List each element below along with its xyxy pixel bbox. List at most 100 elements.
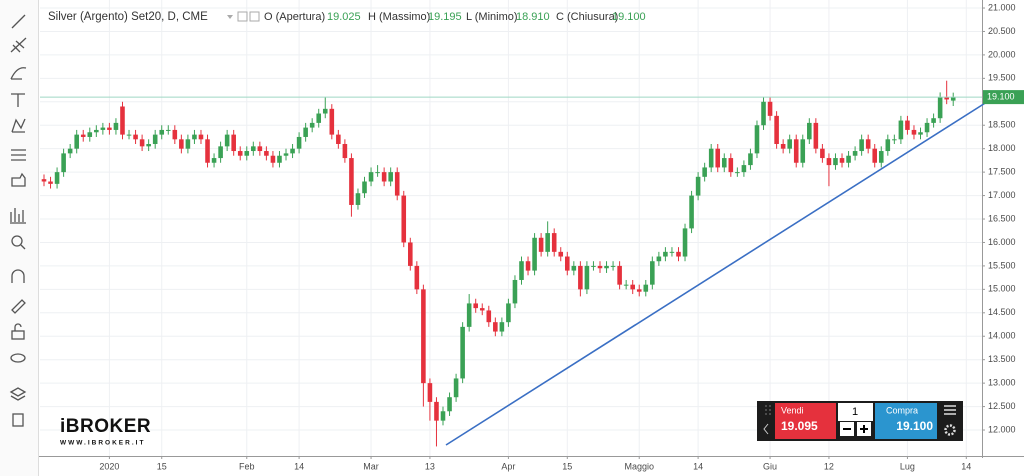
tool-lock-arc[interactable] [14, 323, 22, 331]
grid [40, 0, 982, 456]
legend-btn[interactable] [237, 11, 248, 22]
y-tick-label: 12.500 [988, 401, 1016, 411]
tool-trash[interactable] [12, 413, 24, 427]
toolbar [0, 0, 39, 476]
candle-body [669, 251, 675, 253]
candle-body [774, 115, 779, 144]
candle-body [898, 120, 904, 140]
x-tick-label: Lug [900, 461, 915, 471]
trade-panel: Vendi 19.095 1 Compra 19.100 [757, 401, 963, 441]
tool-magnet[interactable] [11, 269, 25, 283]
dropdown-caret[interactable] [227, 15, 233, 19]
y-tick-label: 20.500 [988, 26, 1016, 36]
candle-body [924, 122, 930, 133]
candle-body [349, 158, 354, 205]
settings[interactable] [944, 424, 956, 436]
tool-zoom[interactable] [11, 235, 23, 247]
tool-text[interactable] [11, 93, 25, 107]
candle-body [931, 118, 936, 123]
legend-btn[interactable] [249, 11, 260, 22]
quantity-box[interactable] [838, 403, 873, 421]
y-tick-label: 13.000 [988, 378, 1016, 388]
candle-body [159, 129, 165, 135]
candle-body [663, 251, 668, 257]
candles [40, 80, 982, 447]
tool-fib[interactable] [11, 149, 26, 161]
candle-body [682, 228, 688, 257]
candle-body [408, 242, 413, 266]
x-tick-label: Mar [363, 461, 379, 471]
candle-body [303, 127, 308, 137]
candle-body [597, 265, 603, 269]
quantity: 1 [852, 406, 858, 418]
candle-body [650, 261, 655, 285]
candle-body [708, 148, 714, 168]
collapse[interactable] [763, 423, 769, 435]
x-tick-label: 12 [824, 461, 834, 471]
y-tick-label: 19.500 [988, 73, 1016, 83]
candle-body [512, 279, 518, 304]
candle-body [388, 172, 393, 182]
tool-lock[interactable] [11, 330, 25, 340]
x-tick-label: 15 [157, 461, 167, 471]
candle-body [885, 139, 891, 152]
tool-measure[interactable] [10, 208, 26, 224]
ohlc-label: C (Chiusura) [556, 11, 618, 23]
candle-body [152, 134, 158, 144]
candle-body [146, 143, 151, 147]
y-tick-label: 21.000 [988, 2, 1016, 12]
candle-body [571, 265, 577, 271]
candle-body [270, 155, 276, 163]
candle-body [715, 148, 721, 168]
tool-eye[interactable] [10, 353, 26, 363]
y-tick-label: 14.500 [988, 307, 1016, 317]
ohlc-value: 18.910 [516, 11, 550, 23]
toolbar-bg [0, 0, 38, 476]
candle-body [820, 148, 825, 159]
y-tick-label: 17.000 [988, 190, 1016, 200]
y-tick-label: 18.000 [988, 143, 1016, 153]
candle-body [493, 322, 498, 332]
candle-body [519, 261, 524, 280]
tool-pattern[interactable] [11, 118, 26, 133]
tool-line[interactable] [11, 14, 26, 29]
candle-body [702, 167, 707, 177]
tool-hand[interactable] [11, 172, 26, 187]
candle-body [427, 383, 433, 402]
tool-channel[interactable] [10, 37, 27, 53]
candle-body [610, 265, 616, 267]
candle-body [381, 172, 387, 182]
buy-button[interactable] [875, 403, 937, 439]
candle-body [244, 151, 250, 156]
candle-body [564, 256, 570, 271]
y-tick-label: 15.500 [988, 260, 1016, 270]
x-tick-label: Giu [763, 461, 777, 471]
candle-body [48, 181, 53, 184]
candle-body [643, 284, 649, 292]
logo-url: WWW.IBROKER.IT [60, 440, 145, 447]
candle-body [100, 127, 106, 130]
tool-pencil[interactable] [11, 299, 26, 314]
candle-body [375, 172, 380, 174]
candle-body [473, 303, 478, 309]
candle-body [368, 172, 374, 182]
candle-body [545, 233, 550, 252]
tool-layers[interactable] [9, 387, 27, 401]
ohlc-label: H (Massimo) [368, 11, 430, 23]
y-tick-label: 12.000 [988, 424, 1016, 434]
sell-button[interactable] [775, 403, 836, 439]
candle-body [800, 139, 806, 163]
candle-body [322, 108, 328, 114]
candle-body [499, 322, 505, 332]
tool-brush[interactable] [10, 67, 27, 80]
y-tick-label: 14.000 [988, 331, 1016, 341]
candle-body [336, 134, 341, 144]
candle-body [636, 289, 642, 292]
tool-zoom-handle[interactable] [20, 244, 26, 250]
menu[interactable] [944, 405, 956, 415]
price-label: 19.100 [987, 91, 1015, 101]
y-tick-label: 16.000 [988, 237, 1016, 247]
candle-body [767, 101, 773, 116]
candle-body [179, 139, 184, 149]
